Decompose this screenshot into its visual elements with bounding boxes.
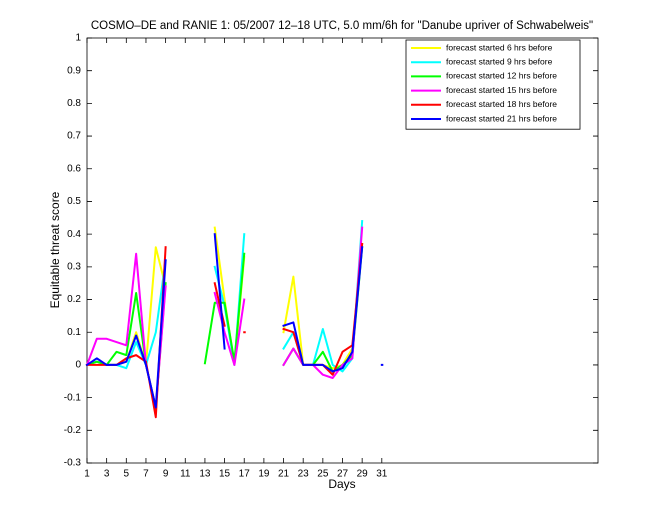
y-tick-label: 0.2: [67, 294, 81, 305]
x-tick-label: 13: [199, 469, 211, 480]
x-axis-label: Days: [328, 477, 355, 491]
y-tick-label: -0.2: [64, 425, 82, 436]
x-tick-label: 5: [124, 469, 130, 480]
x-tick-label: 31: [376, 469, 388, 480]
x-tick-label: 21: [278, 469, 290, 480]
legend-box: [405, 39, 581, 130]
x-tick-label: 9: [163, 469, 169, 480]
x-tick-label: 29: [357, 469, 369, 480]
x-tick-label: 15: [219, 469, 231, 480]
x-tick-label: 1: [84, 469, 90, 480]
chart-title: COSMO–DE and RANIE 1: 05/2007 12–18 UTC,…: [91, 20, 593, 32]
x-tick-label: 25: [317, 469, 329, 480]
legend-label: forecast started 21 hrs before: [446, 113, 557, 123]
y-tick-label: 1: [75, 33, 81, 44]
x-tick-label: 11: [180, 469, 191, 480]
legend-label: forecast started 15 hrs before: [446, 85, 557, 95]
y-axis-label: Equitable threat score: [48, 191, 62, 308]
y-tick-label: 0.4: [67, 229, 81, 240]
y-tick-label: 0.1: [67, 327, 81, 338]
y-tick-label: -0.1: [64, 392, 82, 403]
x-tick-label: 23: [298, 469, 310, 480]
legend-label: forecast started 12 hrs before: [446, 71, 557, 81]
x-tick-label: 7: [143, 469, 149, 480]
series-line: [86, 242, 364, 419]
legend-label: forecast started 6 hrs before: [446, 42, 553, 52]
y-tick-label: 0: [75, 360, 81, 371]
y-tick-label: 0.7: [67, 131, 81, 142]
x-tick-label: 19: [258, 469, 270, 480]
x-tick-label: 3: [104, 469, 110, 480]
legend-label: forecast started 9 hrs before: [446, 56, 553, 66]
series-line: [85, 233, 384, 409]
y-tick-label: 0.6: [67, 163, 81, 174]
legend-label: forecast started 18 hrs before: [446, 99, 557, 109]
y-tick-label: 0.9: [67, 65, 81, 76]
y-tick-label: 0.5: [67, 196, 81, 207]
x-tick-label: 17: [239, 469, 251, 480]
x-tick-label: 27: [337, 469, 349, 480]
y-tick-label: 0.3: [67, 261, 81, 272]
y-tick-label: -0.3: [64, 458, 82, 469]
y-tick-label: 0.8: [67, 98, 81, 109]
